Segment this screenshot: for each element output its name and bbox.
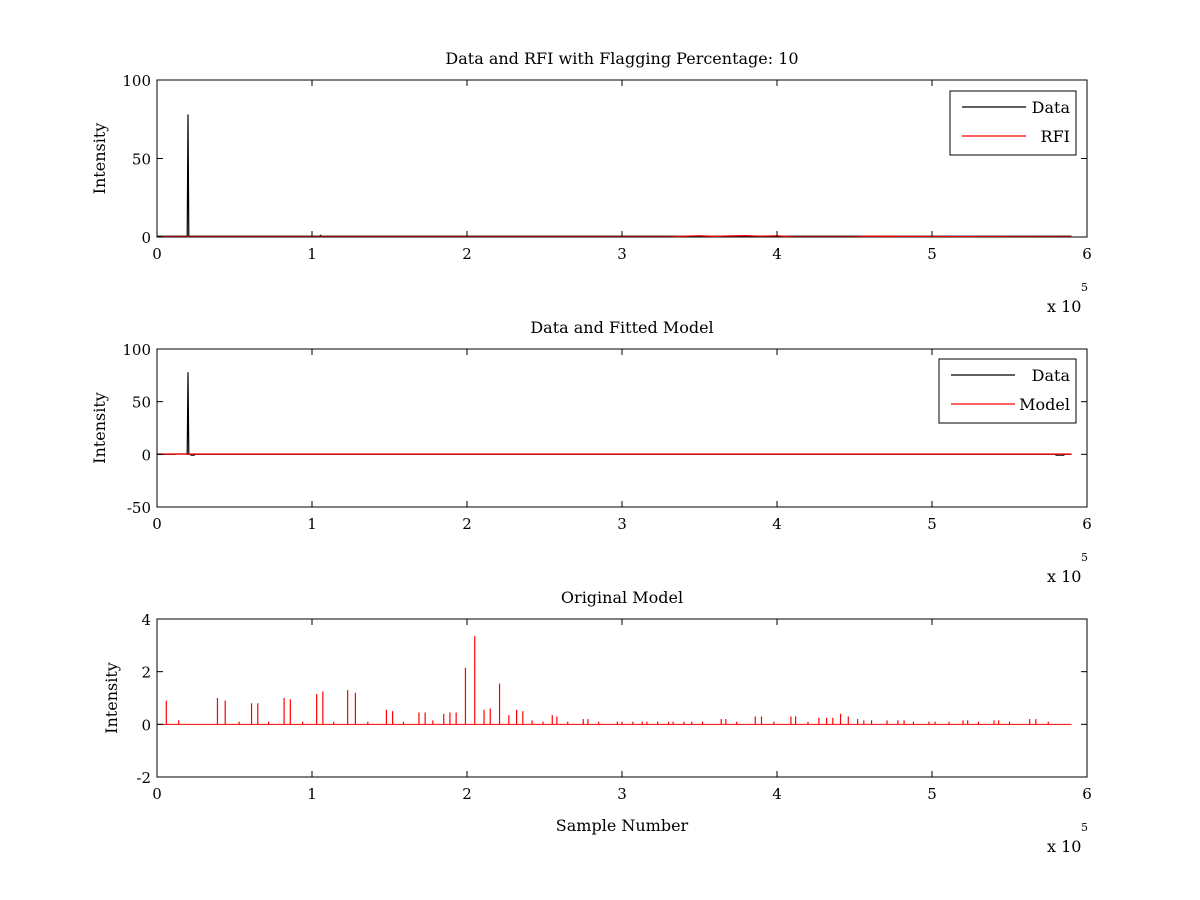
x-tick-label: 3 <box>617 245 627 263</box>
x-tick-label: 6 <box>1082 785 1092 803</box>
legend-box <box>938 358 1077 424</box>
x-tick-label: 4 <box>772 785 782 803</box>
x-tick-label: 5 <box>927 785 937 803</box>
subplot-1: 0 1 2 3 4 5 6 0 50 100 Data and RFI with Flagging … <box>90 49 1092 316</box>
series-group <box>157 372 1072 456</box>
x-axis-label: Sample Number <box>556 816 689 835</box>
x-tick-label: 5 <box>927 245 937 263</box>
legend: Data Model <box>938 358 1077 424</box>
x-tick-label: 6 <box>1082 515 1092 533</box>
y-tick-label: 50 <box>132 151 151 169</box>
legend-label-model: Model <box>1019 395 1070 414</box>
series-line-data <box>157 114 1072 237</box>
series-line-rfi <box>157 234 1072 237</box>
chart-title: Data and RFI with Flagging Percentage: 1… <box>445 49 798 68</box>
x-multiplier-base: x 10 <box>1047 297 1081 316</box>
y-tick-label: 50 <box>132 394 151 412</box>
y-axis-label: Intensity <box>102 662 121 734</box>
y-axis-label: Intensity <box>90 123 109 195</box>
y-tick-label: 4 <box>141 611 151 629</box>
plot-area <box>156 618 1088 778</box>
legend-box <box>949 90 1077 156</box>
y-tick-label: 0 <box>141 446 151 464</box>
x-tick-label: 4 <box>772 515 782 533</box>
x-multiplier-base: x 10 <box>1047 567 1081 586</box>
x-tick-label: 2 <box>462 785 472 803</box>
x-tick-label: 1 <box>307 515 317 533</box>
y-tick-label: -50 <box>127 499 151 517</box>
x-tick-label: 0 <box>152 245 162 263</box>
y-tick-label: 0 <box>141 229 151 247</box>
chart-title: Data and Fitted Model <box>530 318 713 337</box>
x-tick-label: 0 <box>152 785 162 803</box>
y-tick-label: 100 <box>122 341 151 359</box>
y-tick-label: 100 <box>122 72 151 90</box>
y-axis-label: Intensity <box>90 392 109 464</box>
plot-area <box>156 348 1088 508</box>
legend: Data RFI <box>949 90 1077 156</box>
x-multiplier-exponent: 5 <box>1081 281 1088 294</box>
x-tick-label: 2 <box>462 245 472 263</box>
x-tick-label: 0 <box>152 515 162 533</box>
x-tick-label: 4 <box>772 245 782 263</box>
x-tick-label: 1 <box>307 785 317 803</box>
plot-area <box>156 79 1088 238</box>
series-group <box>157 636 1072 725</box>
x-tick-label: 3 <box>617 785 627 803</box>
chart-title: Original Model <box>561 588 683 607</box>
series-group <box>157 114 1072 237</box>
x-multiplier-exponent: 5 <box>1081 821 1088 834</box>
x-tick-label: 1 <box>307 245 317 263</box>
x-multiplier-exponent: 5 <box>1081 551 1088 564</box>
legend-label-data: Data <box>1032 366 1071 385</box>
legend-label-rfi: RFI <box>1041 127 1070 146</box>
y-tick-label: 0 <box>141 716 151 734</box>
legend-label-data: Data <box>1032 98 1071 117</box>
x-multiplier-base: x 10 <box>1047 837 1081 856</box>
x-tick-label: 6 <box>1082 245 1092 263</box>
x-tick-label: 3 <box>617 515 627 533</box>
x-tick-label: 2 <box>462 515 472 533</box>
y-tick-label: -2 <box>136 769 151 787</box>
y-tick-label: 2 <box>141 664 151 682</box>
x-tick-label: 5 <box>927 515 937 533</box>
